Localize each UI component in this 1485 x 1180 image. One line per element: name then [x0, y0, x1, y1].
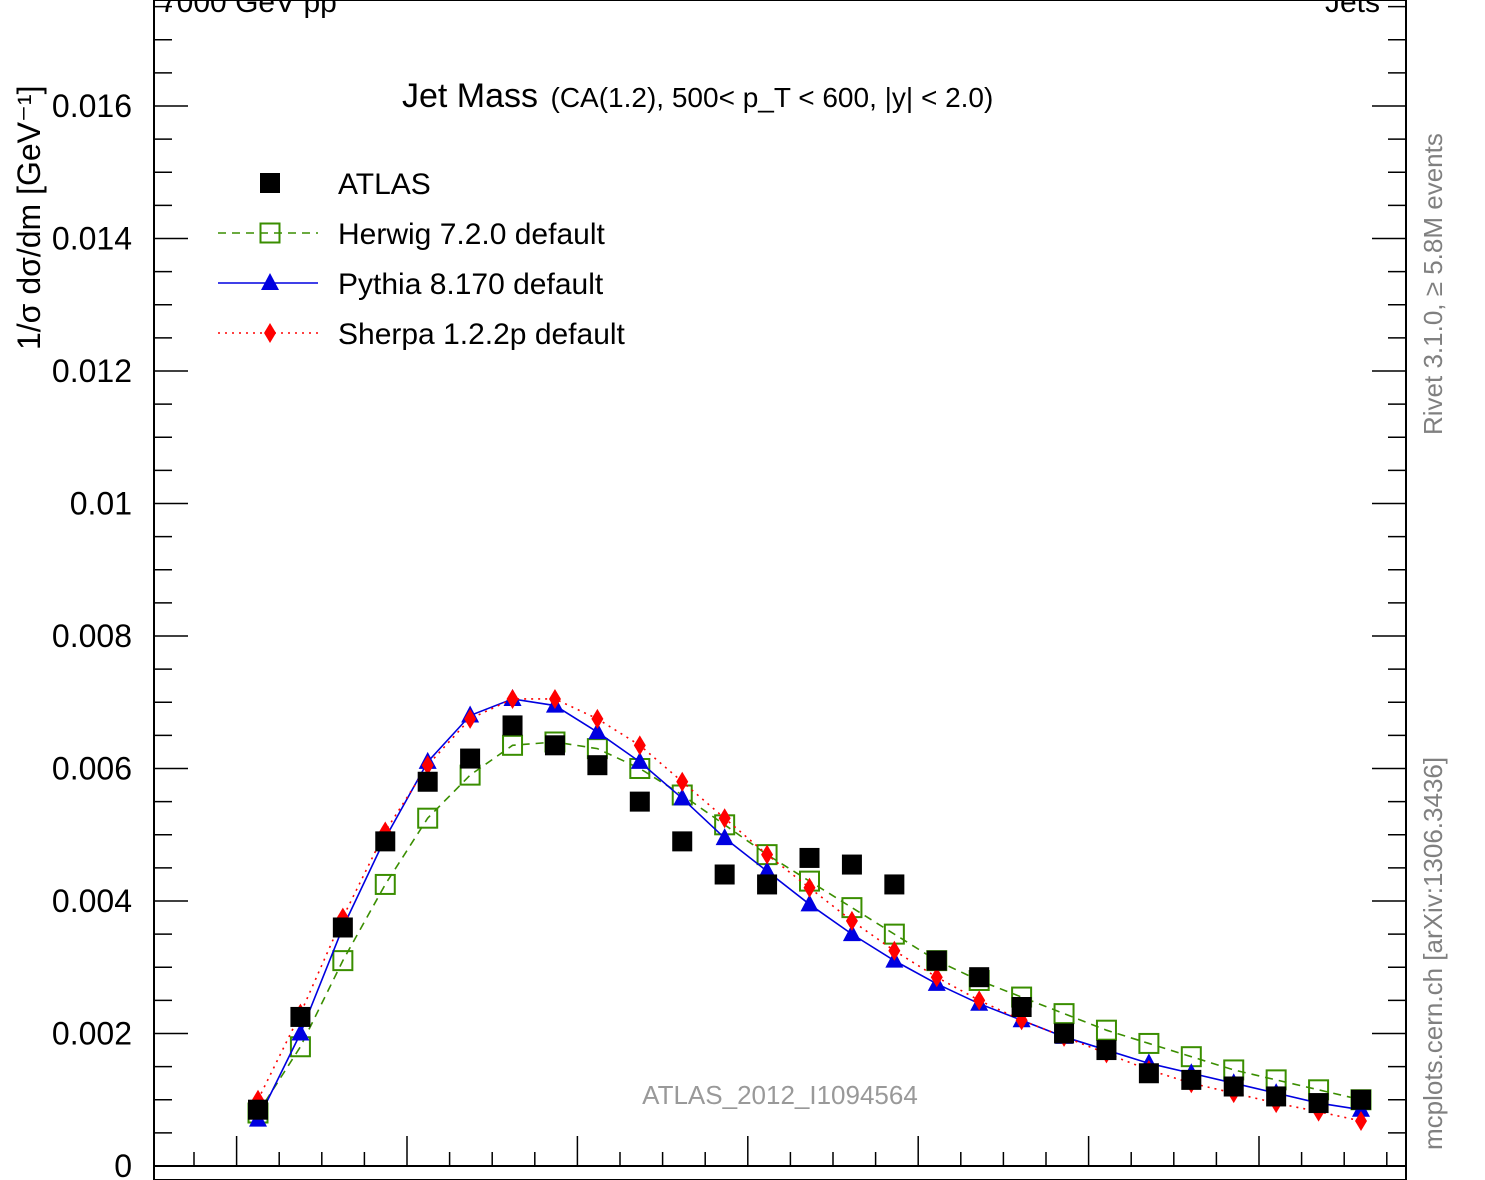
series-pythia — [249, 688, 1370, 1127]
data-point — [588, 722, 607, 740]
data-point — [417, 771, 438, 792]
data-point — [800, 894, 819, 912]
legend-label: Pythia 8.170 default — [338, 268, 604, 301]
y-tick-label: 0.006 — [52, 751, 132, 787]
data-point — [676, 771, 689, 792]
data-point — [374, 873, 396, 895]
data-point — [502, 734, 524, 756]
chart-title-subtitle: (CA(1.2), 500< p_T < 600, |y| < 2.0) — [551, 82, 994, 113]
data-point — [502, 715, 523, 736]
data-point — [1054, 1023, 1075, 1044]
legend-entry: ATLAS — [260, 168, 431, 201]
data-point — [1266, 1086, 1287, 1107]
data-point — [460, 748, 481, 769]
data-point — [421, 755, 434, 776]
header-energy-label: 7000 GeV pp — [160, 0, 337, 19]
data-point — [1095, 1019, 1117, 1041]
plot-frame — [153, 0, 1407, 1180]
data-point — [930, 967, 943, 988]
data-point — [291, 1023, 310, 1041]
data-point — [506, 688, 519, 709]
data-point — [332, 917, 353, 938]
data-point — [248, 1099, 268, 1120]
y-tick-label: 0.002 — [52, 1016, 132, 1052]
data-point — [969, 967, 990, 988]
series-herwig — [247, 731, 1372, 1124]
legend-marker — [264, 323, 276, 343]
chart-title-main: Jet Mass — [402, 77, 538, 115]
data-point — [290, 1006, 311, 1027]
data-point — [1138, 1063, 1159, 1084]
data-point — [715, 828, 734, 846]
data-point — [758, 861, 777, 879]
series-line — [257, 741, 1362, 1114]
data-point — [926, 950, 947, 971]
data-point — [1223, 1076, 1244, 1097]
y-tick-label: 0.008 — [52, 618, 132, 654]
legend-label: ATLAS — [338, 168, 431, 201]
data-point — [629, 791, 650, 812]
data-point — [888, 940, 901, 961]
mcplots-source-label: mcplots.cern.ch [arXiv:1306.3436] — [1418, 757, 1448, 1150]
data-point — [973, 990, 986, 1011]
y-tick-label: 0 — [114, 1148, 132, 1180]
legend-label: Sherpa 1.2.2p default — [338, 318, 626, 351]
series-layer — [247, 688, 1372, 1131]
data-point — [591, 708, 604, 729]
data-point — [714, 864, 735, 885]
y-axis-tick-labels: 0 0.002 0.004 0.006 0.008 0.01 0.012 0.014 0.016 — [52, 88, 132, 1180]
legend-marker — [260, 173, 280, 193]
chart-title: Jet Mass (CA(1.2), 500< p_T < 600, |y| <… — [402, 77, 993, 115]
y-tick-label: 0.004 — [52, 883, 132, 919]
data-point — [845, 910, 858, 931]
analysis-watermark: ATLAS_2012_I1094564 — [642, 1080, 918, 1110]
data-point — [1181, 1069, 1202, 1090]
data-point — [375, 831, 396, 852]
data-point — [544, 735, 565, 756]
data-point — [1096, 1040, 1117, 1061]
data-point — [1011, 997, 1032, 1017]
data-point — [587, 755, 608, 776]
data-point — [630, 751, 649, 769]
data-point — [718, 808, 731, 829]
x-axis-ticks — [154, 1136, 1406, 1167]
data-point — [633, 735, 646, 756]
data-point — [841, 854, 862, 875]
data-point — [1138, 1032, 1160, 1054]
y-tick-label: 0.016 — [52, 88, 132, 124]
data-point — [1351, 1089, 1371, 1110]
data-point — [757, 874, 778, 895]
legend-entry: Herwig 7.2.0 default — [218, 218, 605, 251]
rivet-version-label: Rivet 3.1.0, ≥ 5.8M events — [1418, 133, 1448, 435]
header-process-label: Jets — [1325, 0, 1380, 19]
data-point — [842, 924, 861, 942]
data-point — [672, 831, 693, 852]
y-tick-label: 0.01 — [70, 486, 132, 522]
data-point — [464, 708, 477, 729]
data-point — [803, 877, 816, 898]
y-axis-label: 1/σ dσ/dm [GeV⁻¹] — [11, 86, 47, 350]
legend-entry: Pythia 8.170 default — [218, 268, 604, 301]
data-point — [673, 788, 692, 806]
data-point — [884, 874, 905, 895]
data-point — [417, 807, 439, 829]
data-point — [1355, 1110, 1367, 1131]
data-point — [548, 688, 561, 709]
y-tick-label: 0.014 — [52, 221, 132, 257]
data-point — [332, 950, 354, 972]
data-point — [799, 847, 820, 868]
legend-entry: Sherpa 1.2.2p default — [218, 318, 626, 351]
legend-marker — [259, 222, 281, 244]
legend-label: Herwig 7.2.0 default — [338, 218, 605, 251]
y-axis-ticks — [154, 5, 1406, 1167]
data-point — [761, 844, 774, 865]
legend-marker — [261, 273, 279, 290]
data-point — [1308, 1093, 1329, 1114]
legend: ATLAS Herwig 7.2.0 default Pythia 8.170 de… — [218, 168, 626, 351]
data-point — [1053, 1003, 1075, 1025]
y-tick-label: 0.012 — [52, 353, 132, 389]
series-atlas — [248, 715, 1371, 1120]
